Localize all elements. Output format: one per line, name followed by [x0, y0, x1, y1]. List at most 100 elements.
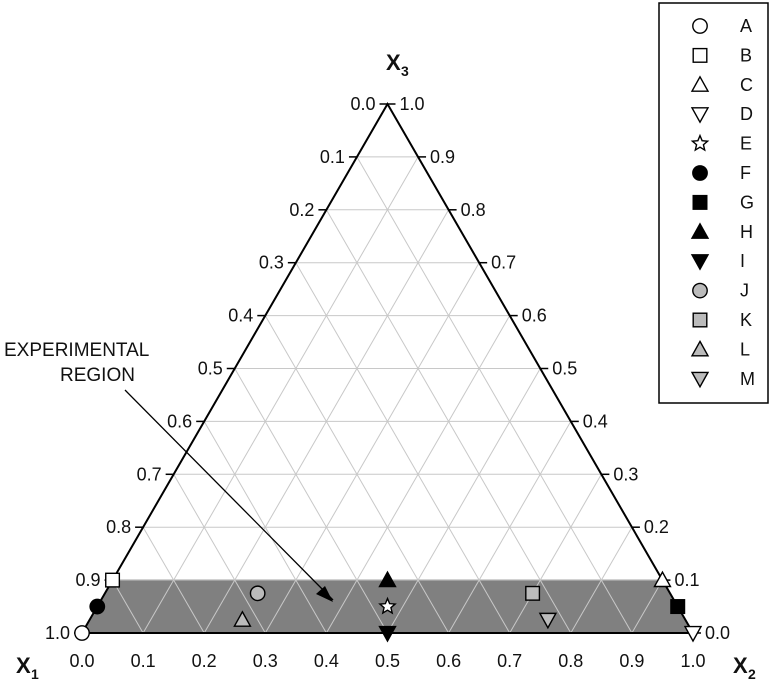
legend-marker-a: [692, 18, 708, 34]
legend-label-l: L: [740, 339, 750, 359]
x3-axis-title-main: X: [386, 50, 401, 75]
legend-marker-f: [692, 165, 708, 181]
bottom-tick-label: 0.8: [558, 651, 583, 671]
bottom-tick-label: 0.2: [192, 651, 217, 671]
grid-line: [112, 579, 144, 634]
legend-marker-k: [692, 312, 708, 328]
right-tick-label: 0.4: [583, 411, 608, 431]
right-tick-label: 0.3: [613, 464, 638, 484]
legend-marker-g: [692, 194, 708, 210]
bottom-tick-label: 1.0: [680, 651, 705, 671]
grid-line: [387, 368, 541, 634]
bottom-tick-label: 0.1: [131, 651, 156, 671]
left-tick-label: 0.1: [320, 147, 345, 167]
legend-label-k: K: [740, 310, 752, 330]
grid-line: [173, 474, 266, 634]
right-tick-label: 0.1: [674, 570, 699, 590]
legend-label-a: A: [740, 16, 752, 36]
point-i: [378, 625, 397, 643]
point-m: [538, 612, 558, 630]
legend-marker-d: [690, 107, 710, 124]
point-a: [74, 625, 90, 641]
legend-label-i: I: [740, 251, 745, 271]
bottom-tick-label: 0.9: [619, 651, 644, 671]
annotation-arrow-head: [316, 586, 333, 602]
grid-line: [631, 579, 663, 634]
left-tick-label: 0.4: [228, 306, 253, 326]
bottom-tick-label: 0.5: [375, 651, 400, 671]
left-tick-label: 0.5: [198, 359, 223, 379]
bottom-tick-label: 0.0: [69, 651, 94, 671]
point-l: [233, 610, 252, 627]
legend-label-c: C: [740, 75, 753, 95]
legend-marker-b: [692, 47, 708, 63]
annotation-arrow-shaft: [124, 389, 334, 601]
grid-lines: [112, 156, 663, 634]
annotation-line2: REGION: [60, 365, 135, 386]
legend-marker-l: [690, 339, 710, 357]
point-h: [378, 570, 397, 588]
right-tick-label: 0.0: [705, 623, 730, 643]
legend-marker-e: [690, 133, 710, 152]
point-c: [653, 570, 672, 588]
grid-line: [203, 421, 327, 634]
left-tick-label: 0.3: [259, 253, 284, 273]
annotation-line1: EXPERIMENTAL: [4, 340, 149, 361]
data-points: [74, 570, 703, 643]
left-tick-label: 0.2: [289, 200, 314, 220]
right-tick-label: 0.2: [644, 517, 669, 537]
point-f: [89, 598, 106, 615]
tick-labels: 0.0 0.1 0.2 0.3 0.4 0.5 0.6 0.7 0.8 0.9 1.00.00.10…: [45, 94, 730, 671]
bottom-tick-label: 0.6: [436, 651, 461, 671]
left-tick-label: 0.8: [106, 517, 131, 537]
bottom-tick-label: 0.3: [253, 651, 278, 671]
left-tick-label: 0.6: [167, 411, 192, 431]
legend-label-m: M: [740, 369, 755, 389]
grid-line: [570, 526, 633, 634]
right-tick-label: 0.9: [430, 147, 455, 167]
x2-axis-title-main: X: [733, 653, 748, 678]
right-tick-label: 0.8: [461, 200, 486, 220]
legend-marker-m: [690, 371, 710, 389]
point-k: [525, 585, 541, 601]
annotation: EXPERIMENTAL REGION: [4, 340, 334, 602]
grid-line: [448, 421, 572, 634]
point-b: [105, 572, 121, 588]
grid-line: [356, 156, 633, 634]
point-g: [670, 599, 686, 615]
point-d: [683, 625, 703, 643]
left-tick-label: 0.0: [350, 94, 375, 114]
grid-line: [234, 368, 388, 634]
legend-box: [658, 2, 769, 404]
axis-titles: X 3X 1 X 2: [16, 50, 756, 682]
grid-line: [295, 262, 511, 634]
grid-line: [142, 526, 205, 634]
right-tick-label: 1.0: [400, 94, 425, 114]
grid-line: [264, 262, 480, 634]
grid-line: [509, 474, 602, 634]
x2-axis-title-sub: 2: [748, 666, 756, 682]
bottom-tick-label: 0.7: [497, 651, 522, 671]
legend-label-d: D: [740, 104, 753, 124]
legend-marker-j: [692, 282, 708, 299]
right-tick-label: 0.6: [522, 306, 547, 326]
right-tick-label: 0.5: [552, 359, 577, 379]
left-tick-label: 0.9: [76, 570, 101, 590]
legend-label-j: J: [740, 281, 749, 301]
left-tick-label: 0.7: [137, 464, 162, 484]
bottom-tick-label: 0.4: [314, 651, 339, 671]
x1-axis-title-sub: 1: [31, 666, 39, 682]
legend-label-g: G: [740, 192, 754, 212]
x1-axis-title-main: X: [16, 653, 31, 678]
legend-marker-c: [690, 75, 710, 92]
legend-marker-i: [690, 254, 710, 271]
left-tick-label: 1.0: [45, 623, 70, 643]
legend-label-f: F: [740, 163, 751, 183]
legend-label-e: E: [740, 134, 752, 154]
right-tick-label: 0.7: [491, 253, 516, 273]
